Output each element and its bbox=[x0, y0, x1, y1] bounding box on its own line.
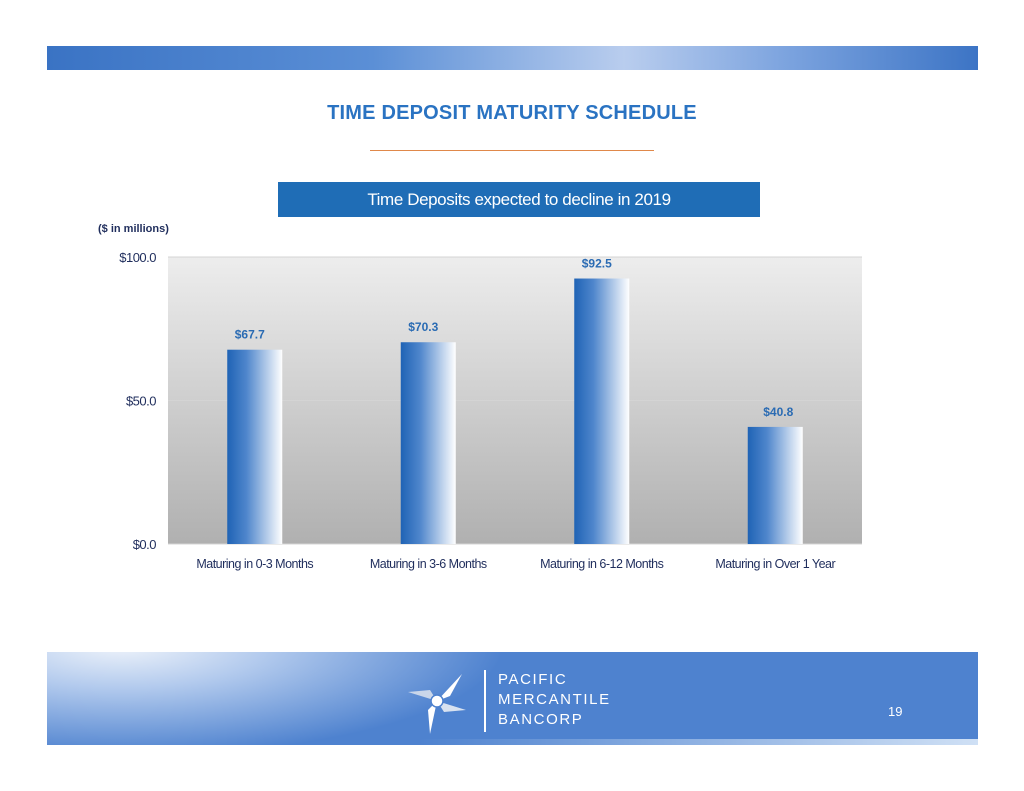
company-name-line-3: BANCORP bbox=[498, 711, 584, 728]
bar bbox=[747, 426, 803, 544]
pinwheel-logo-icon bbox=[408, 674, 466, 734]
page-number: 19 bbox=[888, 704, 903, 719]
x-tick-label: Maturing in 3-6 Months bbox=[370, 557, 487, 571]
x-tick-label: Maturing in 0-3 Months bbox=[196, 557, 313, 571]
x-tick-label: Maturing in 6-12 Months bbox=[540, 557, 664, 571]
bar bbox=[400, 342, 456, 544]
company-name: PACIFIC MERCANTILE BANCORP bbox=[498, 670, 611, 730]
y-tick-label: $50.0 bbox=[126, 394, 156, 409]
bottom-banner bbox=[47, 652, 978, 745]
company-name-line-2: MERCANTILE bbox=[498, 691, 611, 708]
company-name-line-1: PACIFIC bbox=[498, 671, 568, 688]
y-tick-label: $100.0 bbox=[119, 250, 156, 265]
banner-edge bbox=[418, 739, 978, 745]
title-underline bbox=[370, 150, 654, 151]
banner-swoosh bbox=[47, 652, 537, 745]
bar bbox=[574, 278, 630, 544]
units-label: ($ in millions) bbox=[98, 223, 169, 235]
top-banner bbox=[47, 46, 978, 70]
subtitle-text: Time Deposits expected to decline in 201… bbox=[367, 189, 671, 209]
data-label: $67.7 bbox=[235, 328, 265, 342]
logo-divider bbox=[484, 670, 486, 732]
bar bbox=[227, 349, 283, 544]
x-tick-label: Maturing in Over 1 Year bbox=[715, 557, 835, 571]
data-label: $70.3 bbox=[408, 320, 438, 334]
y-tick-label: $0.0 bbox=[133, 537, 157, 552]
data-label: $40.8 bbox=[763, 405, 793, 419]
slide-title: TIME DEPOSIT MATURITY SCHEDULE bbox=[327, 102, 697, 124]
subtitle-box: Time Deposits expected to decline in 201… bbox=[278, 182, 760, 217]
data-label: $92.5 bbox=[582, 257, 612, 271]
